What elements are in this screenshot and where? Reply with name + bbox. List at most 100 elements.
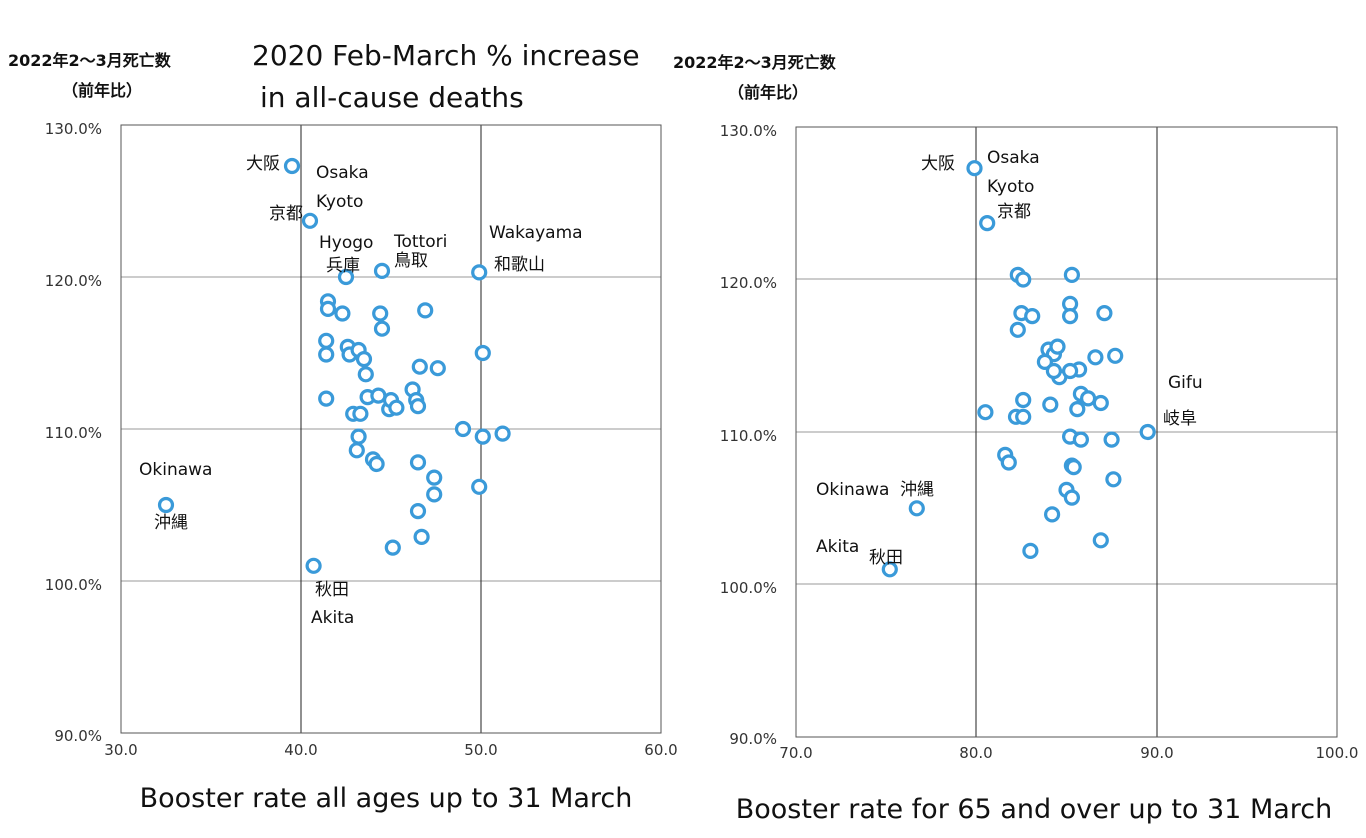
data-point — [426, 469, 443, 486]
data-point — [1036, 353, 1054, 370]
annotation-label: Okinawa — [139, 460, 212, 480]
data-point — [318, 332, 335, 349]
data-point — [429, 360, 446, 377]
chart-left-annotations: 大阪 Osaka Kyoto 京都 Hyogo 兵庫 Tottori 鳥取 Wa… — [139, 154, 583, 628]
annotation-label: 秋田 — [315, 580, 349, 600]
x-tick-label: 60.0 — [644, 741, 677, 759]
data-point — [409, 454, 427, 471]
data-point — [409, 503, 427, 520]
data-point — [372, 305, 389, 322]
data-point — [1045, 362, 1063, 380]
annotation-label: 沖縄 — [154, 513, 188, 533]
data-point — [1069, 401, 1086, 418]
chart-left-points — [157, 157, 511, 574]
data-point — [334, 305, 351, 322]
annotation-label: 岐阜 — [1163, 409, 1197, 429]
x-tick-label: 80.0 — [959, 744, 992, 762]
x-tick-label: 30.0 — [104, 741, 137, 759]
annotation-label: 和歌山 — [494, 255, 545, 275]
data-point — [413, 528, 430, 546]
data-point — [1049, 338, 1066, 355]
data-point — [1087, 349, 1104, 366]
data-point — [357, 366, 374, 383]
data-point — [1103, 431, 1120, 448]
data-point — [1092, 532, 1109, 549]
data-point — [355, 351, 373, 368]
data-point — [1063, 266, 1081, 283]
data-point — [318, 390, 335, 407]
data-point — [474, 428, 491, 445]
chart-left-x-ticks: 30.0 40.0 50.0 60.0 — [104, 741, 677, 759]
x-tick-label: 90.0 — [1140, 744, 1173, 762]
annotation-label: 京都 — [997, 202, 1031, 222]
data-point — [1015, 391, 1032, 409]
data-point — [318, 346, 335, 363]
chart-right: 2022年2～3月死亡数 （前年比） 130.0% 120.0% 110.0% … — [673, 53, 1358, 825]
x-tick-label: 70.0 — [779, 744, 812, 762]
data-point — [337, 268, 355, 286]
chart-right-ylabel: 2022年2～3月死亡数 — [673, 53, 837, 72]
data-point — [1009, 321, 1026, 338]
chart-left-ylabel: 2022年2～3月死亡数 — [8, 51, 172, 70]
chart-left-grid — [120, 124, 662, 734]
annotation-label: Osaka — [316, 163, 369, 183]
data-point — [471, 478, 488, 495]
y-tick-label: 100.0% — [720, 579, 777, 597]
x-tick-label: 50.0 — [464, 741, 497, 759]
data-point — [1139, 423, 1156, 441]
chart-right-annotations: 大阪 Osaka Kyoto 京都 Gifu 岐阜 Okinawa 沖縄 Aki… — [816, 148, 1203, 568]
annotation-label: Akita — [311, 608, 354, 628]
data-point — [1022, 542, 1039, 560]
annotation-label: Tottori — [393, 232, 447, 252]
data-point — [1042, 396, 1059, 413]
annotation-label: Osaka — [987, 148, 1040, 168]
annotation-label: Akita — [816, 537, 859, 557]
data-point — [388, 399, 405, 416]
chart-right-y-ticks: 130.0% 120.0% 110.0% 100.0% 90.0% — [720, 122, 777, 748]
y-tick-label: 130.0% — [720, 122, 777, 140]
data-point — [471, 264, 488, 281]
data-point — [1024, 308, 1041, 325]
y-tick-label: 120.0% — [45, 272, 102, 290]
data-point — [1061, 308, 1079, 325]
data-point — [411, 358, 428, 375]
annotation-label: Wakayama — [489, 223, 583, 243]
data-point — [1061, 362, 1079, 380]
data-point — [1072, 431, 1090, 448]
y-tick-label: 90.0% — [54, 727, 102, 745]
data-point — [1043, 506, 1061, 523]
chart-left: 2022年2～3月死亡数 （前年比） 2020 Feb-March % incr… — [8, 39, 678, 814]
data-point — [1000, 454, 1017, 471]
chart-left-ylabel-sub: （前年比） — [62, 81, 142, 100]
annotation-label: Kyoto — [987, 177, 1034, 197]
data-point — [966, 160, 983, 177]
data-point — [350, 428, 367, 445]
annotation-label: Okinawa — [816, 480, 889, 500]
chart-left-title-line-2: in all-cause deaths — [260, 81, 524, 114]
data-point — [1063, 489, 1081, 506]
data-point — [1105, 471, 1122, 488]
y-tick-label: 90.0% — [729, 730, 777, 748]
data-point — [373, 320, 391, 337]
annotation-label: Gifu — [1168, 373, 1203, 393]
data-point — [1092, 394, 1109, 412]
chart-left-xlabel: Booster rate all ages up to 31 March — [140, 783, 633, 814]
annotation-label: 京都 — [269, 204, 303, 224]
chart-left-title-line-1: 2020 Feb-March % increase — [252, 39, 640, 72]
data-point — [979, 215, 996, 232]
y-tick-label: 110.0% — [720, 427, 777, 445]
chart-right-points — [881, 160, 1156, 578]
y-tick-label: 100.0% — [45, 576, 102, 594]
x-tick-label: 100.0 — [1316, 744, 1359, 762]
data-point — [301, 212, 319, 229]
data-point — [283, 157, 301, 175]
data-point — [348, 442, 365, 459]
data-point — [409, 398, 427, 415]
chart-left-y-ticks: 130.0% 120.0% 110.0% 100.0% 90.0% — [45, 120, 102, 745]
data-point — [417, 302, 434, 319]
annotation-label: 秋田 — [869, 548, 903, 568]
annotation-label: 兵庫 — [326, 256, 360, 276]
annotation-label: Kyoto — [316, 192, 363, 212]
annotation-label: 沖縄 — [900, 480, 934, 500]
